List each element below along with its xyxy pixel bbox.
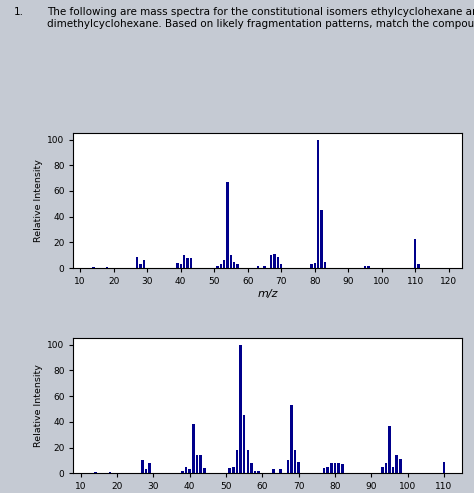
- Bar: [367, 266, 370, 268]
- Bar: [223, 260, 226, 268]
- Bar: [139, 264, 142, 268]
- Bar: [280, 264, 283, 268]
- Bar: [392, 467, 394, 473]
- Bar: [196, 455, 198, 473]
- Bar: [273, 254, 276, 268]
- Bar: [243, 416, 246, 473]
- Bar: [189, 469, 191, 473]
- Bar: [364, 266, 366, 268]
- Bar: [327, 467, 329, 473]
- Bar: [277, 256, 279, 268]
- Bar: [443, 462, 445, 473]
- Bar: [192, 424, 195, 473]
- Bar: [216, 266, 219, 268]
- Text: The following are mass spectra for the constitutional isomers ethylcyclohexane a: The following are mass spectra for the c…: [47, 7, 474, 29]
- Bar: [286, 460, 289, 473]
- Bar: [136, 256, 138, 268]
- Bar: [183, 255, 185, 268]
- Bar: [92, 267, 95, 268]
- Bar: [256, 266, 259, 268]
- X-axis label: m/z: m/z: [257, 289, 278, 299]
- Bar: [232, 467, 235, 473]
- Bar: [279, 469, 282, 473]
- Bar: [294, 450, 296, 473]
- Bar: [414, 239, 417, 268]
- Bar: [330, 463, 333, 473]
- Bar: [145, 469, 147, 473]
- Bar: [381, 467, 383, 473]
- Bar: [270, 255, 273, 268]
- Bar: [254, 471, 256, 473]
- Bar: [317, 140, 319, 268]
- Text: 1.: 1.: [14, 7, 24, 17]
- Bar: [418, 264, 420, 268]
- Bar: [180, 264, 182, 268]
- Bar: [323, 468, 325, 473]
- Bar: [257, 471, 260, 473]
- Bar: [109, 472, 111, 473]
- Bar: [272, 469, 274, 473]
- Bar: [239, 345, 242, 473]
- Bar: [237, 264, 239, 268]
- Bar: [313, 263, 316, 268]
- Bar: [185, 467, 187, 473]
- Bar: [297, 462, 300, 473]
- Bar: [388, 426, 391, 473]
- Bar: [334, 463, 336, 473]
- Y-axis label: Relative Intensity: Relative Intensity: [34, 364, 43, 447]
- Bar: [186, 258, 189, 268]
- Bar: [337, 463, 340, 473]
- Bar: [228, 468, 231, 473]
- Bar: [384, 463, 387, 473]
- Bar: [176, 263, 179, 268]
- Bar: [263, 266, 265, 268]
- Bar: [324, 262, 326, 268]
- Bar: [227, 182, 229, 268]
- Bar: [250, 463, 253, 473]
- Bar: [233, 262, 236, 268]
- Bar: [395, 455, 398, 473]
- Bar: [220, 264, 222, 268]
- Bar: [310, 264, 312, 268]
- Bar: [141, 460, 144, 473]
- Bar: [320, 210, 323, 268]
- Bar: [106, 267, 108, 268]
- Y-axis label: Relative Intensity: Relative Intensity: [34, 159, 43, 242]
- Bar: [290, 405, 292, 473]
- Bar: [341, 464, 344, 473]
- Bar: [399, 459, 401, 473]
- Bar: [181, 471, 184, 473]
- Bar: [190, 258, 192, 268]
- Bar: [203, 468, 206, 473]
- Bar: [148, 463, 151, 473]
- Bar: [200, 455, 202, 473]
- Bar: [230, 255, 232, 268]
- Bar: [94, 472, 97, 473]
- Bar: [143, 260, 145, 268]
- Bar: [246, 450, 249, 473]
- Bar: [236, 450, 238, 473]
